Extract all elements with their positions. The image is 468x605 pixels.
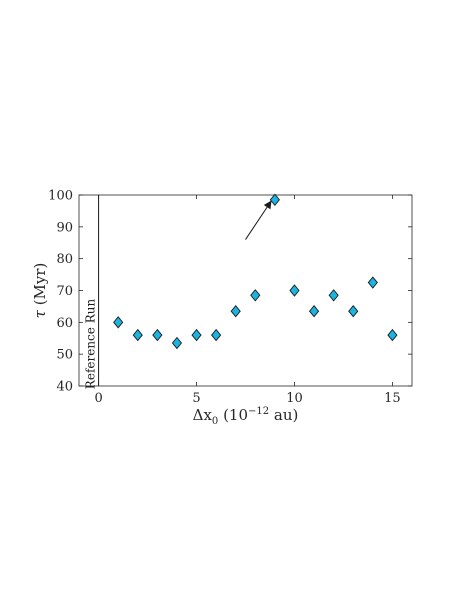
y-tick-label: 80: [56, 252, 73, 267]
data-point: [269, 193, 280, 206]
y-tick-label: 40: [56, 380, 73, 395]
x-axis-label-unit-sup: −12: [248, 406, 269, 417]
annotation-arrow: [245, 200, 272, 240]
y-tick-label: 60: [56, 316, 73, 331]
y-axis-label: τ (Myr): [31, 263, 49, 319]
data-point: [211, 328, 222, 342]
x-tick-label: 15: [384, 391, 401, 406]
y-axis-label-unit: (Myr): [31, 263, 49, 310]
data-point: [367, 276, 378, 289]
data-point: [387, 328, 398, 342]
y-tick-label: 50: [56, 348, 73, 363]
y-tick-label: 100: [48, 189, 73, 204]
data-point: [113, 316, 124, 329]
x-axis-label-sub: 0: [212, 416, 218, 427]
data-point: [132, 328, 143, 342]
data-point: [348, 304, 359, 318]
data-point: [171, 336, 183, 350]
data-point: [250, 289, 261, 302]
x-axis-label: Δx0 (10−12 au): [193, 406, 299, 427]
data-point: [289, 284, 300, 297]
x-axis-label-main: Δx: [193, 406, 213, 424]
y-tick-label: 90: [56, 220, 73, 235]
x-tick-label: 5: [192, 391, 200, 406]
reference-run-label: Reference Run: [84, 299, 98, 390]
x-axis-label-unit-close: au): [269, 406, 298, 424]
data-point: [308, 304, 320, 318]
x-tick-label: 0: [94, 391, 102, 406]
x-tick-label: 10: [286, 391, 303, 406]
x-axis-label-unit-open: (10: [218, 406, 248, 424]
data-point: [152, 328, 163, 342]
y-axis-label-main: τ: [31, 309, 49, 318]
data-point: [230, 304, 241, 318]
y-tick-label: 70: [56, 284, 73, 299]
data-point: [191, 328, 202, 342]
plot-frame: [78, 194, 413, 387]
data-point: [328, 289, 339, 302]
